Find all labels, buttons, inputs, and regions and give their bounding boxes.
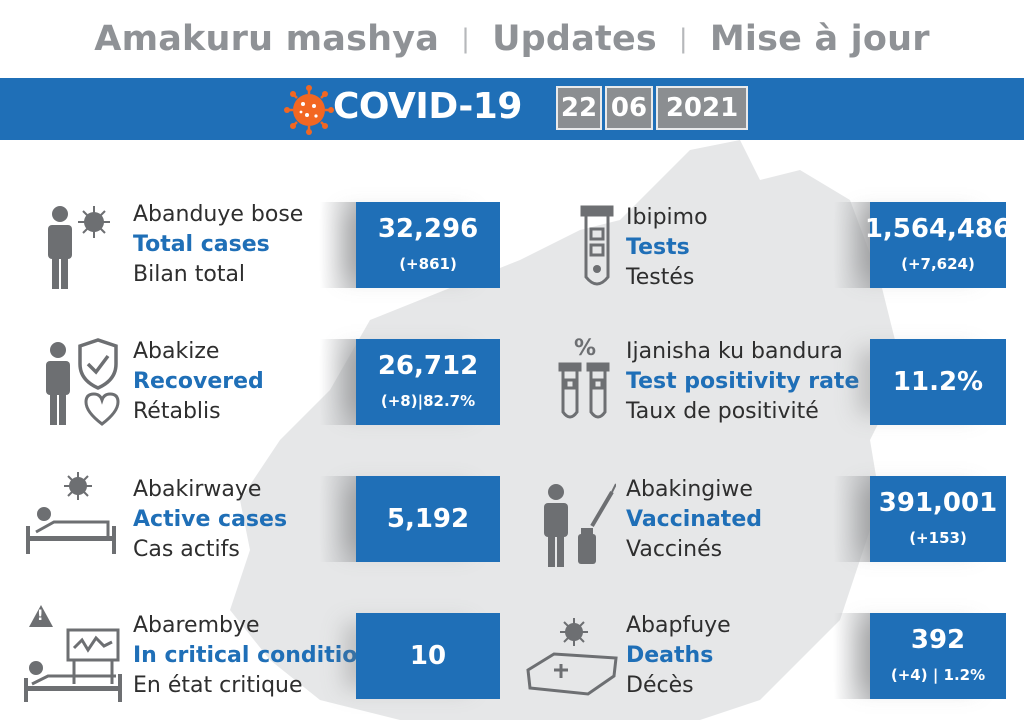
- deaths-shadow: [834, 613, 870, 699]
- positivity-value: 11.2%: [892, 367, 984, 397]
- person-syringe-icon: [544, 483, 616, 567]
- recovered-delta: (+8)|82.7%: [380, 392, 476, 410]
- vaccinated-label: Abakingiwe Vaccinated Vaccinés: [626, 475, 762, 565]
- tests-label: Ibipimo Tests Testés: [626, 203, 708, 293]
- critical-label: Abarembye In critical condition En état …: [133, 611, 373, 701]
- total-cases-fr: Bilan total: [133, 262, 246, 287]
- critical-rw: Abarembye: [133, 613, 260, 638]
- active-en: Active cases: [133, 507, 288, 532]
- vaccinated-delta: (+153): [909, 529, 967, 547]
- tests-fr: Testés: [626, 265, 695, 290]
- total-cases-label: Abanduye bose Total cases Bilan total: [133, 200, 303, 290]
- deaths-rw: Abapfuye: [626, 613, 731, 638]
- deaths-delta: (+4) | 1.2%: [890, 666, 986, 684]
- active-label: Abakirwaye Active cases Cas actifs: [133, 475, 287, 565]
- vaccinated-fr: Vaccinés: [626, 537, 723, 562]
- recovered-en: Recovered: [133, 369, 264, 394]
- deaths-fr: Décès: [626, 673, 694, 698]
- warning-icon: [29, 605, 53, 627]
- critical-value: 10: [409, 641, 447, 671]
- vaccinated-box: 391,001 (+153): [870, 476, 1006, 562]
- recovered-fr: Rétablis: [133, 399, 221, 424]
- active-shadow: [320, 476, 356, 562]
- critical-en: In critical condition: [133, 643, 374, 668]
- positivity-box: 11.2%: [870, 339, 1006, 425]
- tests-rw: Ibipimo: [626, 205, 708, 230]
- positivity-rw: Ijanisha ku bandura: [626, 339, 843, 364]
- rwanda-map-silhouette: [230, 140, 900, 720]
- total-cases-en: Total cases: [133, 232, 270, 257]
- total-cases-delta: (+861): [399, 255, 457, 273]
- date-year: 2021: [656, 86, 748, 130]
- active-fr: Cas actifs: [133, 537, 240, 562]
- positivity-fr: Taux de positivité: [626, 399, 819, 424]
- header-separator: |: [678, 24, 688, 54]
- header-kinyarwanda: Amakuru mashya: [94, 19, 440, 59]
- recovered-shadow: [320, 339, 356, 425]
- patient-bed-icon: [26, 472, 116, 554]
- header-english: Updates: [492, 19, 657, 59]
- total-cases-box: 32,296 (+861): [356, 202, 500, 288]
- deaths-value: 392: [910, 625, 966, 655]
- critical-box: 10: [356, 613, 500, 699]
- vaccinated-en: Vaccinated: [626, 507, 762, 532]
- header-title: Amakuru mashya | Updates | Mise à jour: [0, 0, 1024, 78]
- recovered-label: Abakize Recovered Rétablis: [133, 337, 264, 427]
- deaths-box: 392 (+4) | 1.2%: [870, 613, 1006, 699]
- vaccinated-shadow: [834, 476, 870, 562]
- deaths-en: Deaths: [626, 643, 714, 668]
- tests-en: Tests: [626, 235, 690, 260]
- active-rw: Abakirwaye: [133, 477, 262, 502]
- header-french: Mise à jour: [709, 19, 930, 59]
- covid-title: COVID-19: [333, 86, 522, 127]
- tests-value: 1,564,486: [864, 214, 1012, 244]
- recovered-box: 26,712 (+8)|82.7%: [356, 339, 500, 425]
- deaths-label: Abapfuye Deaths Décès: [626, 611, 731, 701]
- warning-mark: !: [37, 608, 44, 624]
- header-separator: |: [461, 24, 471, 54]
- total-cases-shadow: [320, 202, 356, 288]
- percent-symbol: %: [574, 336, 597, 361]
- test-tubes-percent-icon: [558, 362, 610, 419]
- active-value: 5,192: [386, 504, 470, 534]
- active-box: 5,192: [356, 476, 500, 562]
- vaccinated-rw: Abakingiwe: [626, 477, 753, 502]
- tests-shadow: [834, 202, 870, 288]
- vaccinated-value: 391,001: [878, 488, 998, 518]
- coffin-icon: [526, 618, 618, 696]
- date-month: 06: [605, 86, 653, 130]
- banner: [0, 78, 1024, 140]
- total-cases-value: 32,296: [377, 214, 479, 244]
- tests-delta: (+7,624): [901, 255, 975, 273]
- total-cases-rw: Abanduye bose: [133, 202, 304, 227]
- recovered-value: 26,712: [377, 351, 479, 381]
- critical-fr: En état critique: [133, 673, 303, 698]
- icu-bed-icon: [24, 628, 122, 702]
- tests-box: 1,564,486 (+7,624): [865, 202, 1011, 288]
- test-tube-icon: [580, 205, 614, 286]
- recovered-rw: Abakize: [133, 339, 220, 364]
- positivity-label: Ijanisha ku bandura Test positivity rate…: [626, 337, 859, 427]
- positivity-en: Test positivity rate: [626, 369, 860, 394]
- date-day: 22: [556, 86, 602, 130]
- coronavirus-icon: [284, 85, 334, 135]
- person-virus-icon: [48, 206, 110, 289]
- person-shield-icon: [46, 338, 120, 426]
